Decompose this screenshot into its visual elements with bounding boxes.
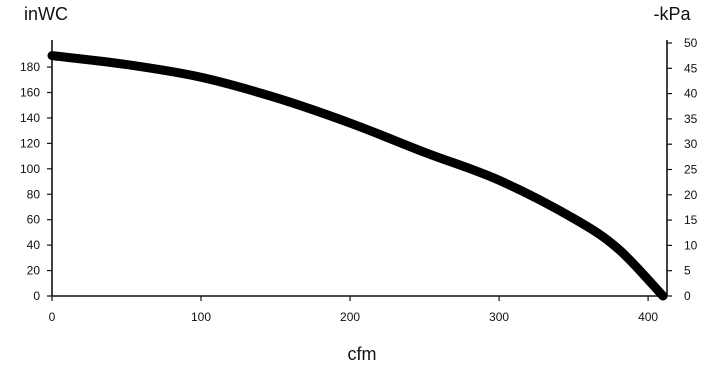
y2-tick-label: 35: [684, 112, 698, 126]
y-tick-label: 0: [33, 289, 40, 303]
y-tick-label: 160: [20, 86, 40, 100]
y2-tick-label: 10: [684, 238, 698, 252]
y2-tick-label: 50: [684, 36, 698, 50]
x-tick-label: 400: [638, 310, 658, 324]
x-axis-title: cfm: [348, 344, 377, 364]
y-axis-left-title: inWC: [24, 4, 68, 24]
y2-tick-label: 25: [684, 163, 698, 177]
y2-tick-label: 20: [684, 188, 698, 202]
series-layer: [47, 51, 668, 301]
y-tick-label: 20: [27, 264, 41, 278]
x-tick-label: 200: [340, 310, 360, 324]
y-tick-label: 80: [27, 187, 41, 201]
y-axis-left-ticks: 0 20 40 60 80 100 120 140 160 180: [20, 60, 52, 303]
series-line: [47, 51, 668, 301]
x-tick-label: 100: [191, 310, 211, 324]
x-tick-label: 0: [49, 310, 56, 324]
y-tick-label: 140: [20, 111, 40, 125]
x-tick-label: 300: [489, 310, 509, 324]
y-axis-right-ticks: 0 5 10 15 20 25 30 35 40 45 50: [667, 36, 698, 303]
y-tick-label: 60: [27, 213, 41, 227]
y2-tick-label: 15: [684, 213, 698, 227]
y-tick-label: 180: [20, 60, 40, 74]
y2-tick-label: 30: [684, 137, 698, 151]
y-tick-label: 100: [20, 162, 40, 176]
y2-tick-label: 5: [684, 264, 691, 278]
x-axis-ticks: 0 100 200 300 400: [49, 296, 658, 324]
y2-tick-label: 45: [684, 61, 698, 75]
y2-tick-label: 0: [684, 289, 691, 303]
y-tick-label: 120: [20, 136, 40, 150]
y-tick-label: 40: [27, 238, 41, 252]
y2-tick-label: 40: [684, 87, 698, 101]
y-axis-right-title: -kPa: [653, 4, 691, 24]
